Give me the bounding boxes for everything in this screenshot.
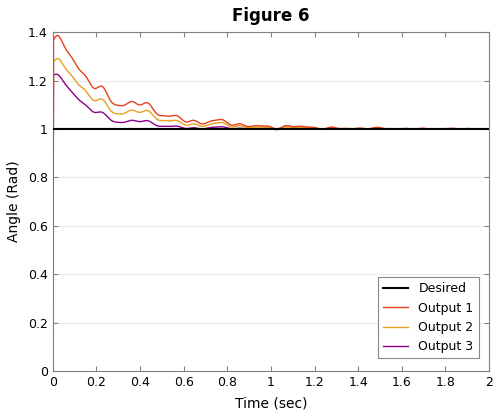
Desired xyxy=(472,126,478,131)
X-axis label: Time (sec): Time (sec) xyxy=(234,396,307,410)
Output 1 xyxy=(257,123,263,128)
Output 3 xyxy=(367,126,373,131)
Output 2 xyxy=(257,125,263,130)
Output 1 xyxy=(473,127,479,132)
Output 2 xyxy=(473,127,479,132)
Output 1 xyxy=(451,126,457,131)
Output 2 xyxy=(486,126,492,131)
Desired xyxy=(366,126,372,131)
Output 2 xyxy=(233,124,239,129)
Line: Output 2: Output 2 xyxy=(53,58,489,371)
Desired xyxy=(236,126,242,131)
Output 2 xyxy=(236,123,242,128)
Line: Output 1: Output 1 xyxy=(53,35,489,371)
Desired xyxy=(257,126,263,131)
Output 3 xyxy=(486,126,492,131)
Output 1 xyxy=(233,122,239,127)
Desired xyxy=(451,126,457,131)
Desired xyxy=(50,126,56,131)
Output 3 xyxy=(473,126,479,131)
Output 2 xyxy=(451,126,457,131)
Output 2 xyxy=(367,126,373,131)
Output 1 xyxy=(486,126,492,131)
Output 3 xyxy=(257,126,263,131)
Output 1 xyxy=(367,126,373,131)
Output 3 xyxy=(53,72,59,77)
Line: Output 3: Output 3 xyxy=(53,74,489,371)
Output 3 xyxy=(451,126,457,131)
Output 1 xyxy=(54,33,60,38)
Output 1 xyxy=(236,121,242,126)
Y-axis label: Angle (Rad): Angle (Rad) xyxy=(7,161,21,242)
Output 2 xyxy=(50,369,56,374)
Title: Figure 6: Figure 6 xyxy=(232,7,310,25)
Desired xyxy=(486,126,492,131)
Output 3 xyxy=(50,369,56,374)
Desired xyxy=(233,126,239,131)
Output 1 xyxy=(50,369,56,374)
Output 3 xyxy=(236,126,242,131)
Output 2 xyxy=(54,56,60,61)
Output 3 xyxy=(233,126,239,131)
Legend: Desired, Output 1, Output 2, Output 3: Desired, Output 1, Output 2, Output 3 xyxy=(378,277,478,358)
